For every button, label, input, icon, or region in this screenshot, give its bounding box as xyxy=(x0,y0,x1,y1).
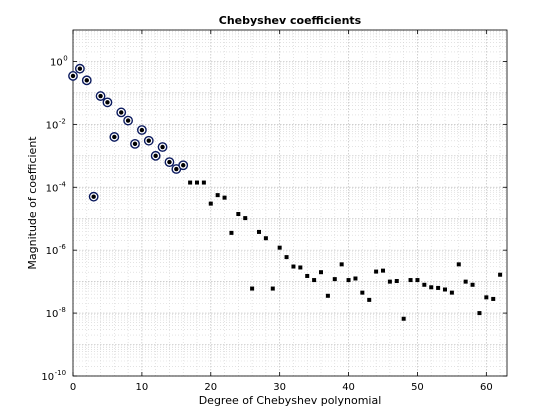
axes-frame xyxy=(72,29,508,377)
data-point-square xyxy=(477,311,482,316)
data-point-square xyxy=(387,279,392,284)
data-point-square xyxy=(312,278,317,283)
data-point-square xyxy=(463,279,468,284)
data-point-square xyxy=(215,193,220,198)
y-tick-label: 10 0 xyxy=(50,54,68,68)
data-point-square xyxy=(305,273,310,278)
data-point-dot xyxy=(112,134,117,140)
data-point-square xyxy=(195,180,199,185)
data-point-dot xyxy=(139,127,145,133)
data-point-square xyxy=(470,282,475,287)
x-tick-label: 20 xyxy=(204,382,217,393)
data-point-dot xyxy=(174,166,179,172)
data-point-square xyxy=(291,264,296,269)
data-point-dot xyxy=(77,66,83,71)
data-point-dot xyxy=(91,194,96,199)
data-point-dot xyxy=(160,144,165,150)
data-point-square xyxy=(284,255,289,260)
data-point-square xyxy=(208,201,213,206)
data-point-square xyxy=(394,279,399,284)
data-point-dot xyxy=(119,110,124,115)
axes-box xyxy=(72,29,508,377)
data-point-square xyxy=(319,270,323,275)
data-point-dot xyxy=(70,73,76,79)
data-point-square xyxy=(484,295,489,300)
data-point-square xyxy=(498,272,503,277)
minor-grid xyxy=(73,30,507,376)
data-point-square xyxy=(263,236,268,241)
data-point-square xyxy=(374,269,379,274)
data-point-square xyxy=(188,180,193,185)
y-tick-label-base: 10 xyxy=(46,246,59,257)
data-point-square xyxy=(381,268,385,273)
x-tick-label: 40 xyxy=(342,382,355,393)
data-point-square xyxy=(422,282,427,287)
y-tick-label-base: 10 xyxy=(50,57,63,68)
data-point-dot xyxy=(125,118,131,123)
x-tick-label: 0 xyxy=(70,382,76,393)
data-point-dot xyxy=(98,93,103,99)
data-point-dot xyxy=(181,163,186,168)
y-tick-label-base: 10 xyxy=(46,183,59,194)
data-point-square xyxy=(360,290,365,295)
data-point-square xyxy=(229,230,234,235)
data-point-square xyxy=(277,245,282,250)
data-point-square xyxy=(298,265,303,270)
y-tick-label: 10 -8 xyxy=(46,306,66,320)
y-tick-label-exp: 0 xyxy=(63,54,67,62)
data-point-square xyxy=(408,278,413,283)
x-tick-label: 60 xyxy=(480,382,493,393)
chart-title: Chebyshev coefficients xyxy=(219,14,362,27)
data-point-square xyxy=(257,229,261,234)
data-point-square xyxy=(222,195,227,200)
data-point-square xyxy=(339,262,344,267)
y-tick-label-base: 10 xyxy=(41,372,54,383)
y-tick-label-exp: -6 xyxy=(59,243,67,251)
data-point-square xyxy=(346,278,351,283)
data-point-square xyxy=(401,316,406,321)
x-axis-label: Degree of Chebyshev polynomial xyxy=(199,394,382,407)
data-point-square xyxy=(415,278,420,283)
data-point-square xyxy=(332,277,337,282)
data-point-dot xyxy=(132,141,138,147)
data-point-square xyxy=(443,287,447,292)
data-point-dot xyxy=(146,138,151,143)
y-tick-label: 10 -10 xyxy=(41,369,66,383)
y-tick-label-base: 10 xyxy=(46,309,59,320)
data-point-square xyxy=(449,290,454,295)
data-point-square xyxy=(250,286,255,291)
data-point-square xyxy=(456,262,461,267)
y-tick-label-exp: -4 xyxy=(59,180,67,188)
data-point-square xyxy=(367,297,372,302)
data-point-square xyxy=(436,285,441,290)
x-tick-label: 10 xyxy=(136,382,149,393)
y-tick-label: 10 -4 xyxy=(46,180,67,194)
data-point-square xyxy=(325,293,330,298)
data-point-square xyxy=(243,216,248,221)
x-tick-label: 50 xyxy=(411,382,424,393)
y-tick-label: 10 -2 xyxy=(46,117,66,131)
y-tick-label: 10 -6 xyxy=(46,243,67,257)
data-point-dot xyxy=(105,100,110,105)
y-axis-label: Magnitude of coefficient xyxy=(26,136,39,270)
y-tick-label-exp: -8 xyxy=(59,306,66,314)
data-point-square xyxy=(270,286,275,291)
data-point-dot xyxy=(84,78,89,83)
data-markers xyxy=(68,63,503,321)
data-point-square xyxy=(491,296,496,301)
y-tick-label-base: 10 xyxy=(46,120,59,131)
x-tick-label: 30 xyxy=(273,382,286,393)
y-tick-label-exp: -2 xyxy=(59,117,66,125)
data-point-square xyxy=(353,276,358,281)
data-point-square xyxy=(429,285,434,290)
data-point-dot xyxy=(167,159,172,165)
data-point-dot xyxy=(153,153,158,159)
data-point-square xyxy=(236,212,241,217)
y-tick-label-exp: -10 xyxy=(55,369,66,377)
plot-area xyxy=(73,30,507,376)
data-point-square xyxy=(201,180,206,185)
